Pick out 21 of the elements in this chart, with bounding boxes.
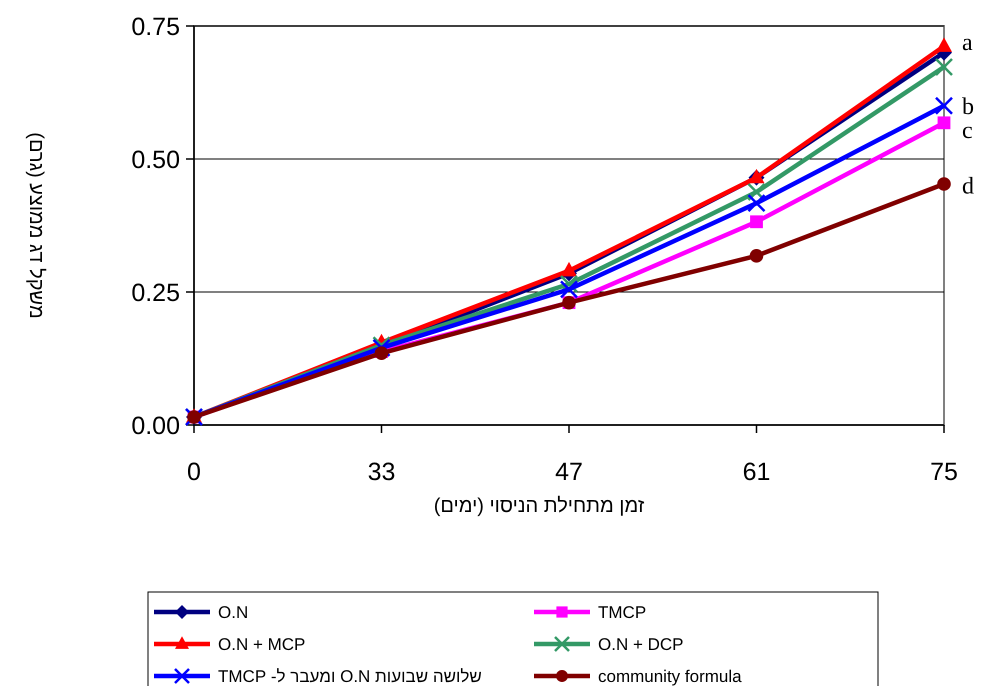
x-tick-label: 75 [930, 458, 958, 486]
legend-label: TMCP [598, 603, 646, 622]
annotation: c [962, 118, 973, 144]
x-tick-label: 47 [555, 458, 583, 486]
y-tick-label: 0.25 [131, 279, 180, 307]
legend-label: community formula [598, 667, 742, 686]
legend-label: שלושה שבועות O.N ומעבר ל- TMCP [218, 667, 482, 686]
annotation: d [962, 174, 974, 200]
x-tick-label: 0 [187, 458, 201, 486]
legend-label: O.N [218, 603, 248, 622]
annotation: a [962, 30, 973, 56]
annotation: b [962, 94, 974, 120]
legend-label: O.N + DCP [598, 635, 684, 654]
y-tick-label: 0.00 [131, 412, 180, 440]
y-tick-label: 0.50 [131, 146, 180, 174]
x-axis-title: זמן מתחילת הניסוי (ימים) [434, 495, 645, 517]
x-tick-label: 33 [368, 458, 396, 486]
y-axis-title: משקל דג ממוצע (גרם) [25, 132, 47, 319]
legend-label: O.N + MCP [218, 635, 306, 654]
x-tick-label: 61 [742, 458, 770, 486]
y-tick-label: 0.75 [131, 13, 180, 41]
